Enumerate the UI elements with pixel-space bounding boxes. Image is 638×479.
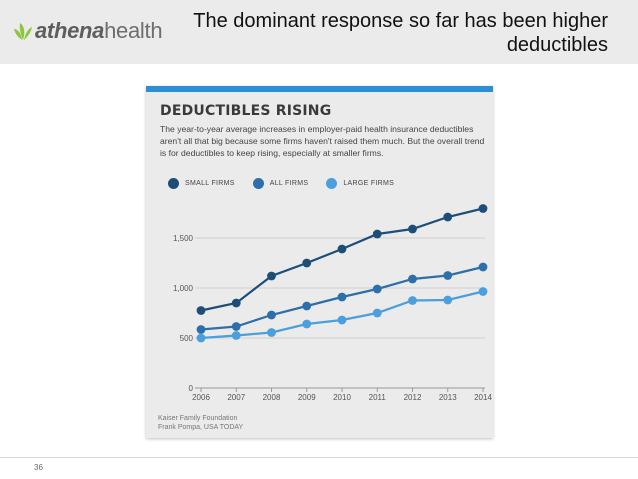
data-point-small-firms [267, 271, 276, 281]
data-point-large-firms [302, 319, 312, 329]
data-point-all-firms [337, 292, 347, 302]
chart-legend: SMALL FIRMS ALL FIRMS LARGE FIRMS [168, 178, 412, 189]
slide-title: The dominant response so far has been hi… [193, 10, 608, 56]
y-tick-label: 500 [180, 334, 194, 343]
data-point-small-firms [478, 204, 488, 213]
y-tick-label: 1,500 [173, 234, 194, 243]
data-point-large-firms [231, 331, 241, 340]
data-point-large-firms [408, 296, 417, 305]
y-tick-label: 0 [189, 384, 194, 393]
data-point-small-firms [196, 306, 206, 315]
source-line-1: Kaiser Family Foundation [158, 415, 238, 422]
legend-item-all-firms: ALL FIRMS [252, 178, 309, 189]
legend-swatch-all-firms [252, 178, 264, 189]
data-point-large-firms [337, 315, 347, 325]
data-point-all-firms [408, 274, 417, 284]
x-tick-label: 2007 [227, 393, 245, 402]
x-tick-label: 2014 [474, 393, 492, 402]
data-point-large-firms [372, 308, 382, 318]
x-tick-label: 2010 [333, 393, 351, 402]
data-point-all-firms [302, 301, 312, 311]
data-point-large-firms [443, 295, 453, 305]
logo-text-bold: athena [35, 18, 105, 43]
x-tick-label: 2006 [192, 393, 210, 402]
data-point-all-firms [231, 322, 241, 331]
chart-source: Kaiser Family Foundation Frank Pompa, US… [158, 414, 243, 432]
y-tick-label: 1,000 [173, 284, 194, 293]
slide-header: athenahealth The dominant response so fa… [0, 0, 638, 64]
data-point-all-firms [372, 284, 382, 294]
source-line-2: Frank Pompa, USA TODAY [158, 424, 244, 431]
page-number: 36 [34, 463, 43, 472]
data-point-all-firms [267, 310, 276, 320]
data-point-small-firms [337, 244, 347, 254]
data-point-large-firms [478, 287, 488, 296]
legend-swatch-small-firms [168, 178, 179, 189]
data-point-small-firms [408, 224, 417, 234]
x-tick-label: 2009 [298, 393, 316, 402]
data-point-small-firms [443, 212, 453, 222]
data-point-all-firms [478, 262, 488, 272]
data-point-small-firms [372, 229, 382, 239]
data-point-small-firms [302, 258, 312, 268]
legend-label-all-firms: ALL FIRMS [269, 180, 309, 187]
x-tick-label: 2011 [369, 393, 387, 402]
footer-divider [0, 457, 638, 458]
legend-item-large-firms: LARGE FIRMS [326, 178, 394, 189]
data-point-large-firms [196, 333, 206, 343]
x-tick-label: 2013 [439, 393, 457, 402]
athenahealth-logo: athenahealth [12, 18, 163, 44]
chart-title: DEDUCTIBLES RISING [160, 103, 332, 119]
leaf-icon [14, 23, 32, 40]
chart-figure: DEDUCTIBLES RISING The year-to-year aver… [146, 86, 493, 438]
line-chart-plot: 0 500 1,000 1,500 2006 2007 2008 2009 2010 2011 20… [173, 204, 492, 402]
chart-subtitle: The year-to-year average increases in em… [160, 124, 485, 158]
x-tick-label: 2012 [404, 393, 422, 402]
legend-label-small-firms: SMALL FIRMS [185, 180, 235, 187]
data-point-all-firms [196, 325, 206, 334]
data-point-large-firms [267, 328, 276, 337]
logo-text-light: health [104, 18, 163, 43]
logo-wordmark: athenahealth [35, 18, 163, 44]
legend-swatch-large-firms [326, 178, 338, 189]
data-point-small-firms [231, 298, 241, 308]
legend-label-large-firms: LARGE FIRMS [343, 180, 395, 187]
figure-accent-bar [146, 86, 493, 92]
legend-item-small-firms: SMALL FIRMS [168, 178, 235, 189]
data-point-all-firms [443, 271, 453, 280]
x-tick-label: 2008 [263, 393, 281, 402]
